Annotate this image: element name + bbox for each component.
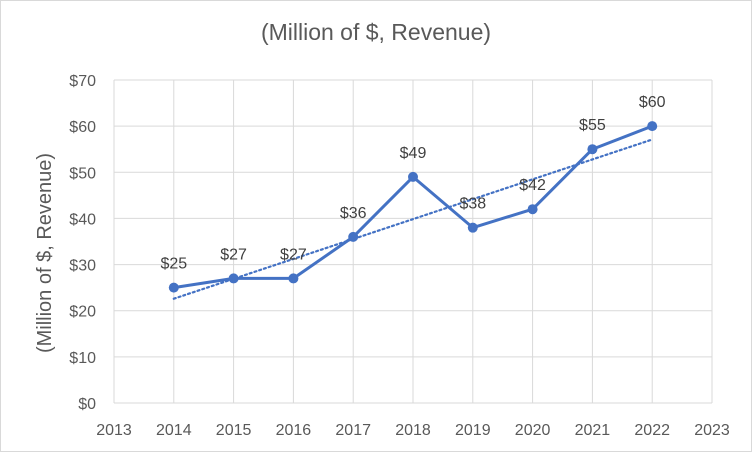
x-tick-label: 2014 [156,422,192,439]
data-point [168,282,179,293]
y-axis-title: (Million of $, Revenue) [34,153,56,353]
y-tick-label: $30 [69,258,96,275]
data-label: $55 [579,117,606,134]
y-tick-label: $50 [69,165,96,182]
x-axis-ticks: 2013 2014 2015 2016 2017 2018 2019 2020 2021 2022… [96,422,730,439]
gridlines [113,79,713,404]
y-tick-label: $10 [69,350,96,367]
data-label: $42 [519,177,546,194]
data-point [467,222,478,233]
x-tick-label: 2013 [96,422,132,439]
data-label: $38 [459,196,486,213]
data-label: $27 [280,246,307,263]
data-point [587,144,598,155]
trendline-layer [172,138,654,300]
x-tick-label: 2023 [694,422,730,439]
data-label: $36 [340,205,367,222]
x-tick-label: 2017 [335,422,371,439]
data-point [408,171,418,182]
data-label: $49 [400,145,427,162]
y-axis-ticks: $0 $10 $20 $30 $40 $50 $60 $70 [69,73,96,413]
y-tick-label: $0 [78,396,96,413]
y-tick-label: $60 [69,119,96,136]
y-tick-label: $20 [69,304,96,321]
x-tick-label: 2016 [276,422,312,439]
x-tick-label: 2018 [395,422,431,439]
data-label: $60 [639,94,666,111]
x-tick-label: 2015 [216,422,252,439]
data-label: $27 [220,246,247,263]
data-point [348,231,359,242]
x-tick-label: 2019 [455,422,491,439]
y-tick-label: $40 [69,211,96,228]
y-tick-label: $70 [69,73,96,90]
data-point [288,273,299,284]
x-tick-label: 2020 [515,422,551,439]
x-tick-label: 2022 [634,422,670,439]
chart-title: (Million of $, Revenue) [260,19,492,45]
data-labels: $25 $27 $27 $36 $49 $38 $42 $55 $60 [160,94,666,273]
trendline [172,138,654,300]
data-point [228,273,239,284]
series-layer [168,121,658,293]
data-point [527,204,538,215]
data-point [647,121,658,132]
x-tick-label: 2021 [575,422,611,439]
data-label: $25 [160,256,187,273]
